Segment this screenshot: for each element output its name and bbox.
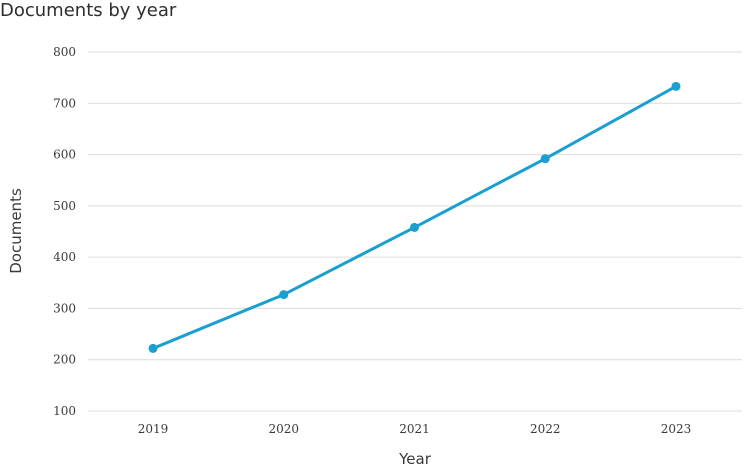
x-tick-label: 2023: [661, 422, 692, 436]
y-tick-labels: 100 200 300 400 500 600 700 800: [53, 45, 76, 418]
series-line: [151, 84, 678, 350]
y-tick-label: 300: [53, 301, 76, 315]
data-point: [148, 343, 158, 353]
gridlines: [88, 51, 742, 412]
y-tick-label: 700: [53, 96, 76, 110]
data-point: [671, 81, 681, 91]
y-tick-label: 500: [53, 199, 76, 213]
x-tick-label: 2021: [399, 422, 430, 436]
y-tick-label: 800: [53, 45, 76, 59]
series-layer: [148, 81, 681, 353]
y-axis-title: Documents: [7, 188, 25, 274]
data-point: [279, 290, 289, 300]
y-tick-label: 200: [53, 353, 76, 367]
chart-title: Documents by year: [0, 0, 177, 21]
x-axis-title: Year: [398, 450, 432, 468]
y-tick-label: 600: [53, 148, 76, 162]
x-tick-label: 2022: [530, 422, 561, 436]
x-tick-labels: 2019 2020 2021 2022 2023: [138, 422, 692, 436]
y-tick-label: 100: [53, 404, 76, 418]
x-tick-label: 2019: [138, 422, 169, 436]
y-tick-label: 400: [53, 250, 76, 264]
data-point: [410, 222, 419, 232]
data-point: [540, 154, 550, 164]
x-tick-label: 2020: [268, 422, 299, 436]
